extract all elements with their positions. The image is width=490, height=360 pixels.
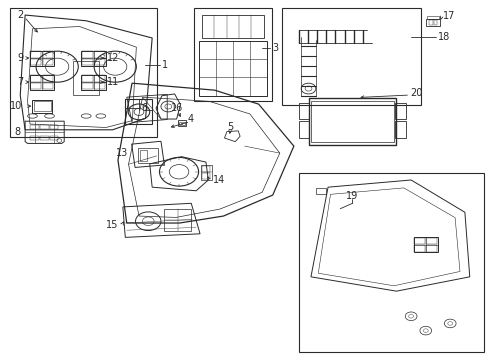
Text: 6: 6 <box>142 103 148 113</box>
Bar <box>427 16 439 19</box>
Bar <box>81 75 106 90</box>
Bar <box>429 21 433 25</box>
Bar <box>94 83 105 89</box>
Text: 4: 4 <box>187 114 194 124</box>
Text: 19: 19 <box>346 191 359 201</box>
Bar <box>414 238 425 244</box>
Bar <box>299 121 310 138</box>
Bar <box>309 98 396 145</box>
Text: 7: 7 <box>18 77 24 87</box>
Text: 17: 17 <box>443 11 455 21</box>
Bar <box>43 59 53 65</box>
Bar <box>30 125 39 129</box>
Bar <box>94 51 105 58</box>
Bar <box>395 121 406 138</box>
Text: 18: 18 <box>438 32 450 42</box>
Bar <box>10 8 157 137</box>
Bar <box>94 75 105 82</box>
Bar <box>414 245 425 252</box>
Bar <box>81 50 106 66</box>
Text: 8: 8 <box>14 127 20 137</box>
Bar <box>50 136 58 140</box>
Text: 2: 2 <box>17 10 24 20</box>
Bar <box>426 19 441 26</box>
Bar <box>414 237 438 252</box>
Bar <box>40 125 49 129</box>
Bar <box>177 121 186 126</box>
Bar <box>164 210 191 231</box>
Bar <box>316 188 326 194</box>
Bar <box>43 75 53 82</box>
Text: 15: 15 <box>105 220 118 230</box>
Bar <box>312 101 393 142</box>
Bar <box>182 122 185 125</box>
Text: 20: 20 <box>410 88 422 98</box>
Bar <box>43 83 53 89</box>
Bar <box>30 51 41 58</box>
Bar <box>202 173 210 179</box>
Bar <box>32 100 52 113</box>
Text: 12: 12 <box>107 53 120 63</box>
Bar <box>34 101 50 111</box>
Bar <box>82 83 93 89</box>
Bar <box>82 75 93 82</box>
Text: 3: 3 <box>272 43 278 53</box>
Text: 9: 9 <box>18 53 24 63</box>
Text: 13: 13 <box>116 148 128 158</box>
Bar <box>94 59 105 65</box>
Text: 14: 14 <box>213 175 225 185</box>
Text: 10: 10 <box>10 101 23 111</box>
Text: 11: 11 <box>107 77 120 87</box>
Bar <box>426 245 437 252</box>
Bar <box>201 165 212 180</box>
Bar <box>140 149 147 161</box>
Bar <box>202 166 210 172</box>
Text: 5: 5 <box>227 122 233 132</box>
Bar <box>82 51 93 58</box>
Bar <box>30 50 54 66</box>
Bar <box>40 136 49 140</box>
Bar <box>82 59 93 65</box>
Bar <box>73 61 99 95</box>
Bar <box>30 136 39 140</box>
Bar <box>426 238 437 244</box>
Bar <box>299 103 310 119</box>
Bar <box>138 148 158 163</box>
Bar <box>179 122 181 125</box>
Bar <box>434 21 437 25</box>
Bar <box>202 15 264 39</box>
Bar <box>30 75 41 82</box>
Bar <box>30 75 54 90</box>
Bar <box>395 103 406 119</box>
Bar <box>30 59 41 65</box>
Bar <box>198 41 267 96</box>
Bar <box>50 125 58 129</box>
Bar <box>125 99 152 125</box>
Bar <box>43 51 53 58</box>
Bar <box>299 173 485 352</box>
Text: 1: 1 <box>162 60 168 70</box>
Bar <box>30 83 41 89</box>
Text: 16: 16 <box>172 103 184 113</box>
Bar <box>194 8 272 101</box>
Bar <box>282 8 421 105</box>
